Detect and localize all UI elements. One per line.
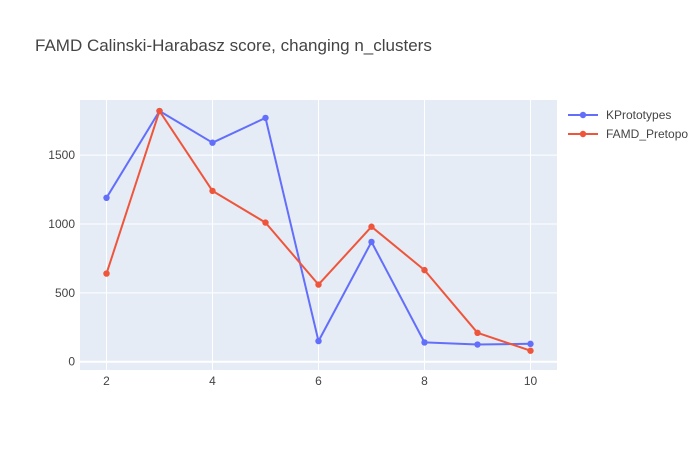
data-point-famd-pretopo[interactable] <box>315 281 322 288</box>
legend-marker-famd-pretopo <box>579 130 587 138</box>
x-axis-ticks: 2 4 6 8 10 <box>103 374 537 388</box>
data-point-kprototypes[interactable] <box>368 238 375 246</box>
data-point-famd-pretopo[interactable] <box>156 107 163 115</box>
legend-marker-kprototypes <box>579 111 587 119</box>
data-point-famd-pretopo[interactable] <box>209 187 216 195</box>
data-point-kprototypes[interactable] <box>421 339 428 346</box>
series-kprototypes <box>103 107 534 348</box>
legend-item-kprototypes[interactable]: KPrototypes <box>568 108 671 122</box>
series-famd-pretopo <box>103 107 534 354</box>
x-tick-label: 10 <box>524 374 538 388</box>
y-tick-label: 1500 <box>48 148 75 162</box>
data-point-famd-pretopo[interactable] <box>527 347 534 354</box>
y-tick-label: 1000 <box>48 217 75 231</box>
data-point-famd-pretopo[interactable] <box>103 270 110 277</box>
data-point-kprototypes[interactable] <box>315 337 322 345</box>
data-series <box>103 107 534 354</box>
legend[interactable]: KPrototypes FAMD_Pretopo <box>568 108 688 141</box>
data-point-famd-pretopo[interactable] <box>421 266 428 274</box>
data-point-kprototypes[interactable] <box>209 139 216 146</box>
data-point-famd-pretopo[interactable] <box>368 223 375 230</box>
data-point-famd-pretopo[interactable] <box>262 219 269 226</box>
data-point-famd-pretopo[interactable] <box>474 329 481 337</box>
data-point-kprototypes[interactable] <box>262 114 269 122</box>
y-axis-ticks: 0 500 1000 1500 <box>48 148 75 369</box>
y-tick-label: 500 <box>55 286 75 300</box>
grid-lines <box>80 100 557 370</box>
data-point-kprototypes[interactable] <box>103 194 110 202</box>
legend-label: KPrototypes <box>606 108 671 122</box>
x-tick-label: 4 <box>209 374 216 388</box>
x-tick-label: 8 <box>421 374 428 388</box>
data-point-kprototypes[interactable] <box>527 340 534 348</box>
x-tick-label: 6 <box>315 374 322 388</box>
x-tick-label: 2 <box>103 374 110 388</box>
legend-item-famd-pretopo[interactable]: FAMD_Pretopo <box>568 127 688 141</box>
legend-label: FAMD_Pretopo <box>606 127 688 141</box>
chart-title: FAMD Calinski-Harabasz score, changing n… <box>35 36 432 55</box>
y-tick-label: 0 <box>68 355 75 369</box>
data-point-kprototypes[interactable] <box>474 341 481 348</box>
